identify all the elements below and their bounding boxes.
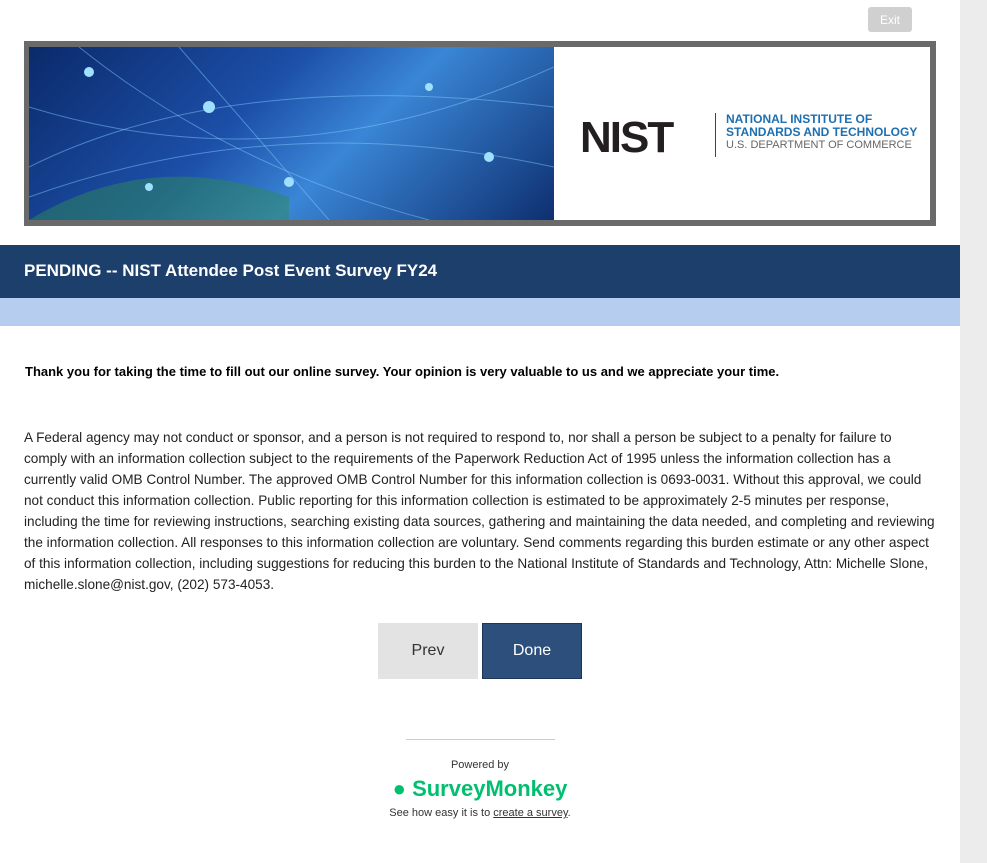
scrollbar[interactable] [960, 0, 987, 863]
tagline: See how easy it is to [389, 807, 494, 819]
monkey-icon: ●​ [392, 776, 406, 801]
done-button[interactable]: Done [482, 623, 582, 679]
exit-button[interactable]: Exit [868, 7, 912, 32]
create-survey-link[interactable]: create a survey [493, 807, 568, 819]
surveymonkey-logo[interactable]: ●​ SurveyMonkey [392, 776, 568, 801]
banner: NIST NATIONAL INSTITUTE OF STANDARDS AND… [24, 41, 936, 226]
survey-title: PENDING -- NIST Attendee Post Event Surv… [0, 245, 960, 298]
nist-logo: NIST NATIONAL INSTITUTE OF STANDARDS AND… [554, 47, 930, 220]
progress-strip [0, 298, 960, 326]
powered-by: Powered by [450, 759, 510, 771]
pra-disclaimer: A Federal agency may not conduct or spon… [24, 430, 935, 592]
network-graphic [29, 47, 554, 220]
footer-divider [406, 739, 555, 740]
prev-button[interactable]: Prev [378, 623, 478, 679]
intro-text: Thank you for taking the time to fill ou… [25, 364, 780, 379]
network-art-image [29, 47, 554, 220]
